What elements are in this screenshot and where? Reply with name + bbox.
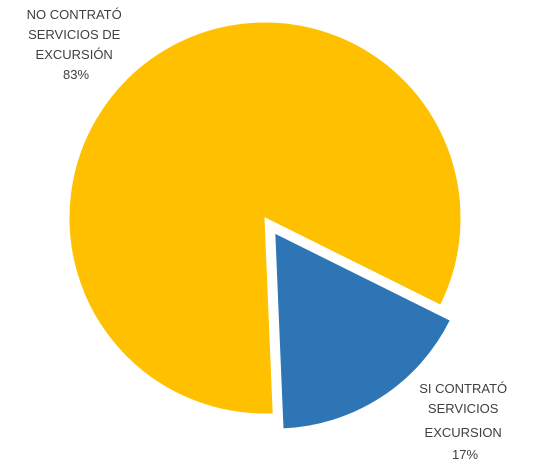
slice-label-si-contrato: SI CONTRATÓ SERVICIOS EXCURSION 17% [419, 381, 511, 462]
pie-slice-0 [68, 21, 462, 415]
slice-label-no-contrato: NO CONTRATÓ SERVICIOS DE EXCURSIÓN 83% [27, 7, 126, 82]
pie-slice-1 [274, 232, 452, 430]
slice-labels: NO CONTRATÓ SERVICIOS DE EXCURSIÓN 83% S… [27, 7, 511, 462]
pie-slices [68, 21, 462, 430]
